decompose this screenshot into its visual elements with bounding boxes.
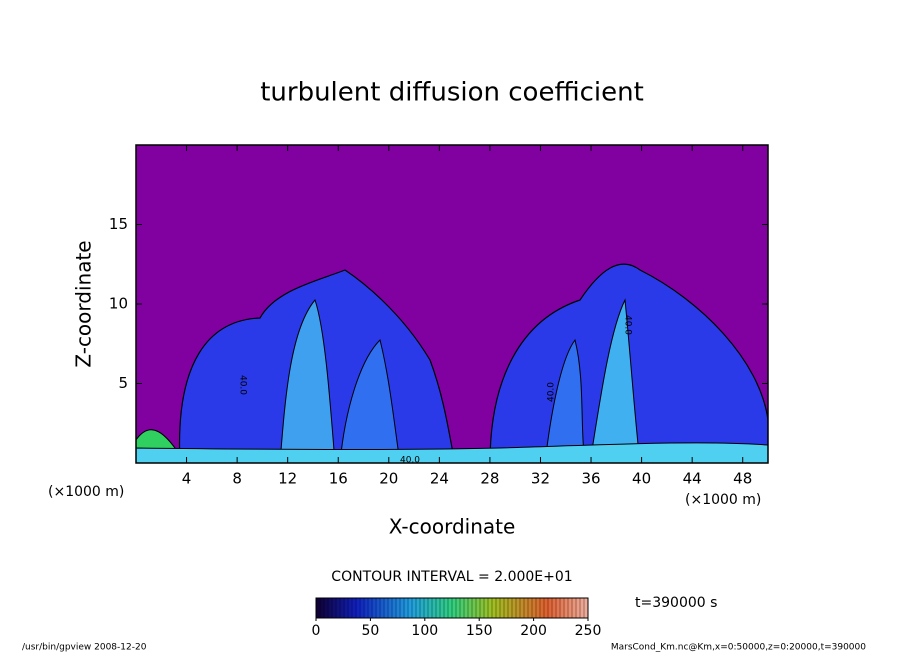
- x-tick-label: 16: [329, 470, 348, 488]
- x-tick-label: 28: [480, 470, 499, 488]
- contour-label: 40.0: [547, 382, 557, 402]
- colorbar-tick-label: 200: [520, 623, 547, 639]
- colorbar-tick-label: 100: [411, 623, 438, 639]
- field-region: [589, 298, 641, 463]
- x-unit-label: (×1000 m): [685, 492, 761, 508]
- x-tick-label: 44: [683, 470, 702, 488]
- x-tick-label: 48: [733, 470, 752, 488]
- x-tick-label: 8: [232, 470, 242, 488]
- x-tick-label: 36: [581, 470, 600, 488]
- time-label: t=390000 s: [635, 595, 717, 611]
- x-tick-label: 12: [278, 470, 297, 488]
- field-region: [136, 442, 768, 463]
- contour-label: 40.0: [400, 456, 420, 466]
- field-region: [339, 339, 401, 463]
- footer-right: MarsCond_Km.nc@Km,x=0:50000,z=0:20000,t=…: [611, 643, 866, 653]
- chart-title: turbulent diffusion coefficient: [260, 78, 644, 108]
- x-axis-label: X-coordinate: [389, 515, 516, 539]
- colorbar-tick-label: 0: [312, 623, 321, 639]
- footer-left: /usr/bin/gpview 2008-12-20: [22, 643, 147, 653]
- y-tick-label: 5: [118, 374, 128, 392]
- field: [136, 263, 768, 463]
- y-tick-label: 15: [109, 215, 128, 233]
- y-tick-label: 10: [109, 295, 128, 313]
- colorbar-tick-label: 250: [575, 623, 602, 639]
- x-tick-label: 20: [379, 470, 398, 488]
- x-unit-label: (×1000 m): [48, 484, 124, 500]
- contour-label: 40.0: [238, 375, 248, 395]
- x-tick-label: 32: [531, 470, 550, 488]
- colorbar: [315, 597, 589, 619]
- field-region: [544, 338, 586, 463]
- x-tick-label: 40: [632, 470, 651, 488]
- contour-interval: CONTOUR INTERVAL = 2.000E+01: [331, 569, 572, 585]
- colorbar-tick-label: 150: [466, 623, 493, 639]
- colorbar-tick-label: 50: [361, 623, 379, 639]
- y-axis-label: Z-coordinate: [72, 240, 96, 367]
- x-tick-label: 24: [430, 470, 449, 488]
- field-region: [279, 298, 336, 463]
- contour-label: 40.0: [623, 315, 633, 335]
- x-tick-label: 4: [182, 470, 192, 488]
